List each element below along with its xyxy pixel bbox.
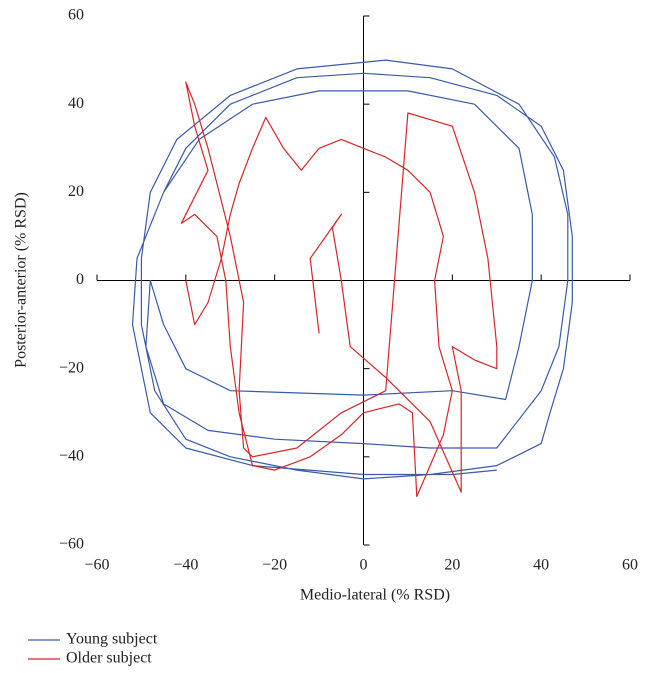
legend-label: Older subject [66,650,152,667]
y-tick-label: −20 [59,359,84,376]
x-tick-label: 20 [444,557,460,574]
trajectory [180,81,498,498]
x-axis-label: Medio-lateral (% RSD) [300,587,450,604]
y-tick-label: −60 [59,536,84,553]
y-tick-label: 0 [76,271,84,288]
x-tick-label: −60 [84,557,109,574]
y-tick-label: 20 [68,183,84,200]
y-tick-label: 60 [68,7,84,24]
x-tick-label: 40 [533,557,549,574]
trajectory [131,59,573,480]
y-tick-label: 40 [68,95,84,112]
legend-label: Young subject [66,631,158,648]
x-tick-label: −40 [173,557,198,574]
x-tick-label: −20 [262,557,287,574]
y-axis-label: Posterior-anterior (% RSD) [13,192,30,368]
x-tick-label: 60 [622,557,638,574]
y-tick-label: −40 [59,448,84,465]
x-tick-label: 0 [360,557,368,574]
